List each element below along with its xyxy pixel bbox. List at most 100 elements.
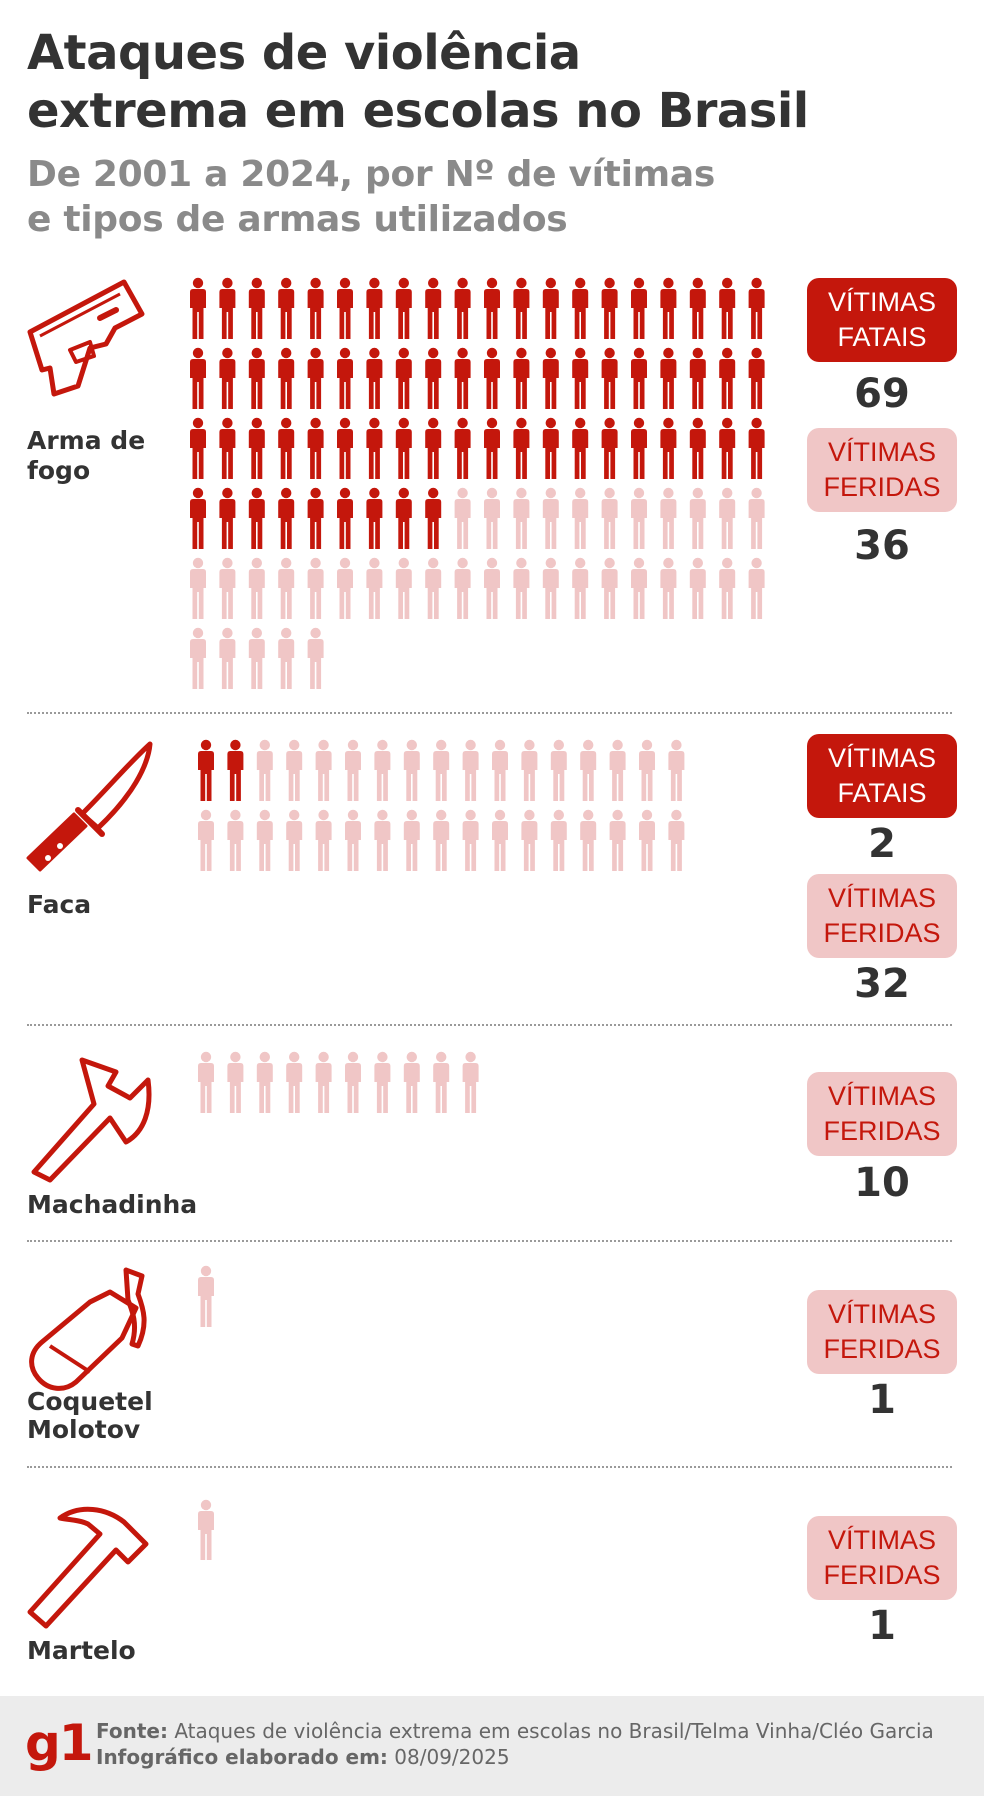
weapon-label-line: Arma de [27,426,146,455]
chart-title: Ataques de violência extrema em escolas … [27,24,967,140]
person-injured-icon [580,809,597,871]
person-fatal-icon [572,417,589,479]
person-fatal-icon [307,487,324,549]
person-injured-icon [639,809,655,871]
badge-vitimas-feridas: VÍTIMAS FERIDAS [807,1516,957,1600]
person-fatal-icon [689,347,706,409]
person-injured-icon [190,557,206,619]
g1-logo: g1 [25,1714,94,1772]
person-fatal-icon [366,487,383,549]
person-injured-icon [639,739,655,801]
count-injured-martelo: 1 [868,1603,896,1649]
subtitle-line-2: e tipos de armas utilizados [27,199,568,240]
person-fatal-icon [454,277,471,339]
weapon-label-martelo: Martelo [27,1636,136,1666]
person-injured-icon [403,1051,420,1113]
person-fatal-icon [307,347,324,409]
hatchet-icon [31,1057,152,1183]
person-injured-icon [601,487,618,549]
person-injured-icon [631,487,647,549]
person-injured-icon [513,487,530,549]
person-fatal-icon [337,277,353,339]
person-injured-icon [374,1051,391,1113]
footer: g1 Fonte: Ataques de violência extrema e… [0,1696,984,1796]
section-arma-de-fogo: Arma de fogo VÍTIMAS FATAIS 69 VÍTIMAS F… [0,270,984,710]
person-fatal-icon [307,277,324,339]
person-fatal-icon [689,417,706,479]
person-fatal-icon [425,487,442,549]
weapon-label-arma-de-fogo: Arma de fogo [27,426,145,486]
person-injured-icon [462,1051,479,1113]
person-fatal-icon [660,347,677,409]
person-fatal-icon [601,347,618,409]
badge-text-line: VÍTIMAS [827,1299,936,1329]
person-fatal-icon [337,347,353,409]
person-fatal-icon [248,347,265,409]
person-fatal-icon [337,417,353,479]
person-injured-icon [345,1051,361,1113]
person-injured-icon [403,809,420,871]
badge-text-line: FERIDAS [823,918,941,948]
person-injured-icon [580,739,597,801]
person-injured-icon [315,809,332,871]
divider [27,1024,952,1026]
date-label: Infográfico elaborado em: [96,1745,388,1769]
person-fatal-icon [631,347,647,409]
person-injured-icon [219,557,236,619]
person-injured-icon [689,557,706,619]
person-injured-icon [286,809,303,871]
person-injured-icon [286,1051,303,1113]
person-injured-icon [256,809,273,871]
person-fatal-icon [601,277,618,339]
person-injured-icon [521,809,538,871]
person-injured-icon [248,627,265,689]
section-martelo: Martelo VÍTIMAS FERIDAS 1 [0,1480,984,1680]
source-label: Fonte: [96,1719,168,1743]
person-injured-icon [492,809,508,871]
person-injured-icon [198,809,214,871]
person-injured-icon [278,557,295,619]
person-injured-icon [748,487,765,549]
person-injured-icon [286,739,303,801]
person-injured-icon [433,809,450,871]
molotov-icon [29,1267,147,1391]
person-injured-icon [609,809,626,871]
person-fatal-icon [513,417,530,479]
badge-vitimas-fatais: VÍTIMAS FATAIS [807,278,957,362]
person-fatal-icon [631,417,647,479]
badge-text-line: VÍTIMAS [827,437,936,467]
person-injured-icon [660,557,677,619]
person-injured-icon [454,487,471,549]
person-fatal-icon [366,277,383,339]
weapon-label-line: Faca [27,890,92,919]
person-fatal-icon [513,277,530,339]
person-injured-icon [337,557,353,619]
person-injured-icon [542,557,559,619]
divider [27,1240,952,1242]
person-fatal-icon [366,347,383,409]
hammer-icon [27,1506,149,1629]
divider [27,712,952,714]
count-fatal-arma-de-fogo: 69 [854,371,910,417]
person-fatal-icon [689,277,706,339]
person-fatal-icon [660,277,677,339]
person-injured-icon [227,809,244,871]
person-injured-icon [256,739,273,801]
people-grid-arma-de-fogo [190,277,765,689]
person-fatal-icon [190,347,206,409]
weapon-label-coquetel-molotov: Coquetel Molotov [27,1388,153,1444]
person-fatal-icon [219,487,236,549]
count-injured-machadinha: 10 [854,1160,910,1206]
count-injured-faca: 32 [854,961,910,1007]
person-fatal-icon [219,417,236,479]
person-injured-icon [425,557,442,619]
count-injured-arma-de-fogo: 36 [854,523,910,569]
count-fatal-faca: 2 [868,821,896,867]
person-injured-icon [395,557,412,619]
person-injured-icon [572,487,589,549]
person-fatal-icon [227,739,244,801]
person-fatal-icon [748,277,765,339]
person-injured-icon [748,557,765,619]
badge-text-line: VÍTIMAS [827,883,936,913]
person-injured-icon [689,487,706,549]
